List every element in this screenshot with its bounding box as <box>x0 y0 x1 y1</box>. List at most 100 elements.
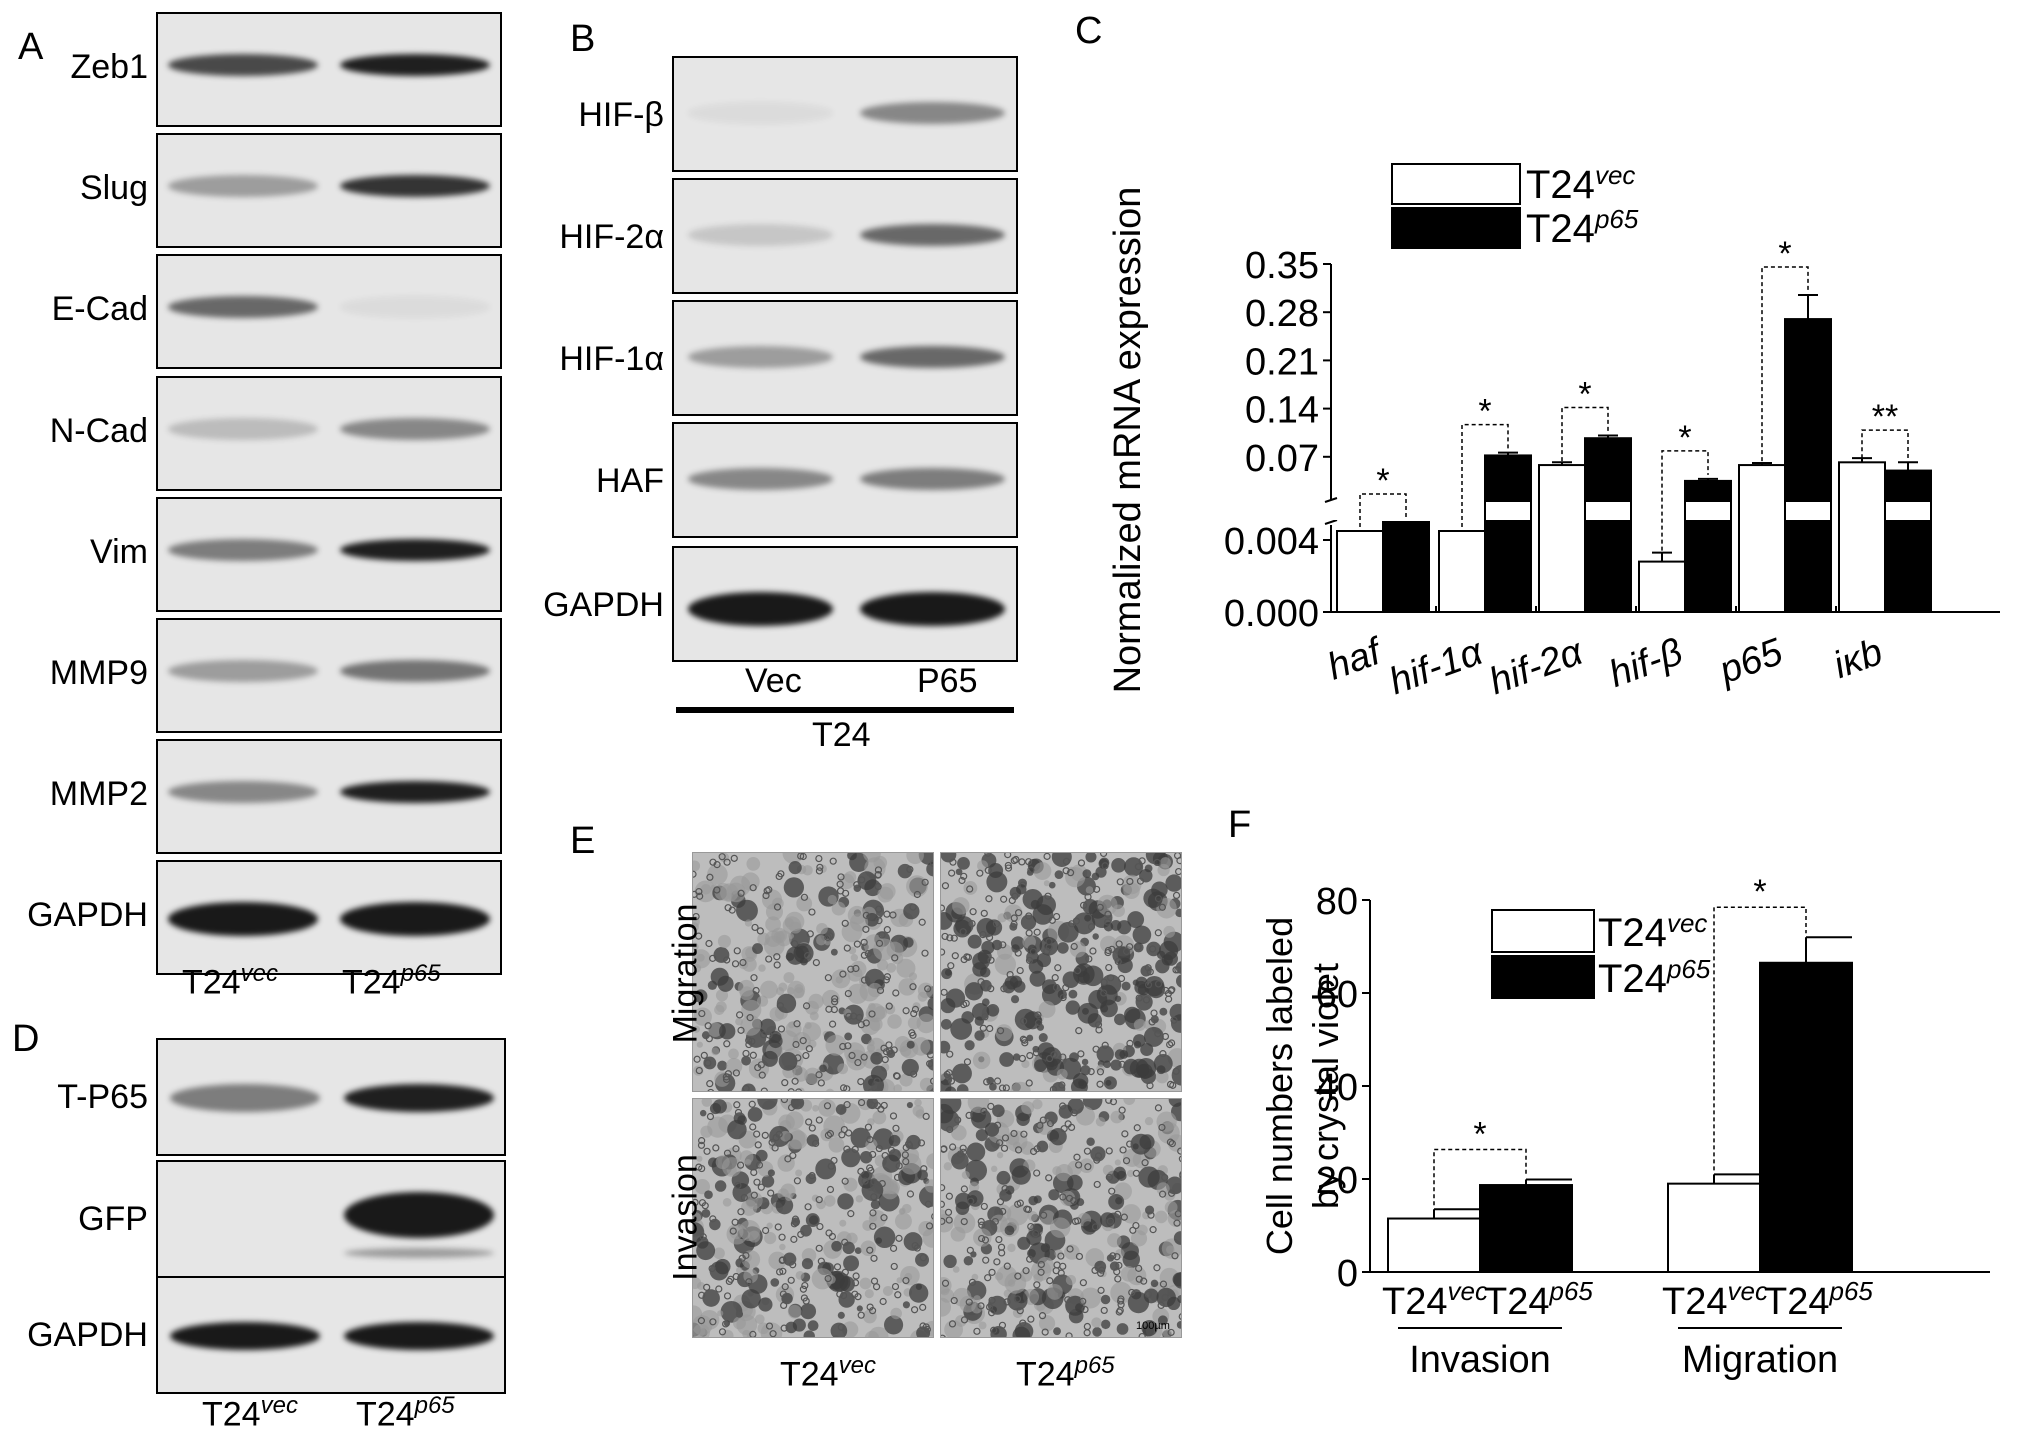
panel-d-band-p65-0 <box>344 1084 494 1112</box>
panel-a-band-vec-7 <box>168 902 318 936</box>
panel-a-lane-vec-base: T24 <box>182 963 241 1002</box>
panel-f-letter: F <box>1228 804 1252 846</box>
panel-c-bar-chart: Normalized mRNA expression 0.000 0.004 0.07… <box>1107 160 2000 703</box>
panel-c-bracket-1 <box>1461 423 1509 527</box>
panel-b-band-vec-3 <box>688 468 833 490</box>
panel-a-band-p65-2 <box>340 296 490 318</box>
panel-c-yticklabel-upper-4: 0.35 <box>1245 245 1319 287</box>
panel-a-band-vec-0 <box>168 54 318 76</box>
panel-d-blot-2 <box>156 1276 506 1394</box>
panel-c-yticklabel-lower-1: 0.004 <box>1224 521 1319 563</box>
panel-c-bar-T24vec-5 <box>1838 461 1886 613</box>
panel-f-ylabel-line1: Cell numbers labeled <box>1259 917 1300 1255</box>
panel-c-bar-gap-1-4 <box>1786 502 1830 520</box>
panel-c-bar-T24p65-1 <box>1484 454 1532 613</box>
panel-f-legend-label-1: T24p65 <box>1598 954 1711 1001</box>
panel-c-bar-gap-1-2 <box>1586 502 1630 520</box>
panel-d-label-1: GFP <box>78 1200 148 1238</box>
panel-a-label-4: Vim <box>90 533 148 571</box>
panel-f-xtick-1-0: T24vec <box>1662 1276 1768 1323</box>
panel-e-image-texture-1 <box>941 853 1181 1091</box>
panel-c-bar-T24p65-3 <box>1684 479 1732 613</box>
panel-e-lane-p65-base: T24 <box>1016 1355 1075 1394</box>
panel-f-sig-0: * <box>1473 1115 1486 1153</box>
panel-b-letter: B <box>570 18 596 60</box>
panel-f-legend-swatch-1 <box>1491 955 1595 999</box>
panel-c-bar-gap-1-1 <box>1486 502 1530 520</box>
panel-e-image-0 <box>692 852 934 1092</box>
panel-c-sig-2: * <box>1578 375 1591 413</box>
panel-b-band-p65-3 <box>860 468 1005 490</box>
panel-b-band-p65-2 <box>860 346 1005 368</box>
panel-b-band-vec-2 <box>688 346 833 368</box>
panel-a-label-1: Slug <box>79 169 148 207</box>
panel-e-scale-bar: 100µm <box>1136 1320 1170 1332</box>
panel-c-yticklabel-lower-0: 0.000 <box>1224 593 1319 635</box>
panel-a-blot-2 <box>156 254 502 369</box>
panel-a-blot-6 <box>156 739 502 854</box>
panel-d-band-vec-2 <box>170 1322 320 1350</box>
panel-b-label-4: GAPDH <box>543 586 664 624</box>
panel-c-legend-label-0: T24vec <box>1526 160 1635 207</box>
panel-e-lane-vec-base: T24 <box>780 1355 839 1394</box>
panel-a-label-5: MMP9 <box>49 654 148 692</box>
panel-c-bar-gap-0-2 <box>1540 502 1584 520</box>
panel-a-band-p65-4 <box>340 539 490 561</box>
panel-c-axis-break <box>1324 497 1338 525</box>
panel-d-lane-vec: T24vec <box>202 1392 298 1434</box>
panel-c-bracket-5 <box>1861 429 1909 459</box>
panel-a-lane-p65-sup: p65 <box>400 960 441 987</box>
panel-f-yticklabel-1: 20 <box>1316 1160 1358 1202</box>
panel-e-image-2 <box>692 1098 934 1338</box>
panel-c-bar-T24vec-2 <box>1538 464 1586 614</box>
panel-a-band-p65-6 <box>340 781 490 803</box>
panel-b-blot-0 <box>672 56 1018 172</box>
panel-c-bar-T24vec-3 <box>1638 560 1686 614</box>
panel-b-band-p65-1 <box>860 224 1005 246</box>
panel-a-blot-4 <box>156 497 502 612</box>
panel-a-blot-5 <box>156 618 502 733</box>
panel-a-band-vec-6 <box>168 781 318 803</box>
panel-c-sig-0: * <box>1376 462 1389 500</box>
panel-a-band-vec-5 <box>168 660 318 682</box>
panel-c-sig-5: ** <box>1872 398 1898 436</box>
panel-f-bar-T24p65-0 <box>1479 1184 1573 1274</box>
panel-a-letter: A <box>18 26 44 68</box>
panel-f-bar-chart: Cell numbers labeled by crystal violet 0 20… <box>1259 873 1990 1381</box>
panel-d-lane-vec-base: T24 <box>202 1395 261 1434</box>
panel-e-image-texture-3 <box>941 1099 1181 1337</box>
panel-c-sig-1: * <box>1478 393 1491 431</box>
panel-b-group-label: T24 <box>812 716 871 754</box>
panel-a-band-vec-1 <box>168 175 318 197</box>
panel-b-blot-1 <box>672 178 1018 294</box>
panel-a-band-vec-2 <box>168 296 318 318</box>
panel-d-band-p65-2 <box>344 1322 494 1350</box>
panel-a-label-7: GAPDH <box>27 896 148 934</box>
panel-d-band-p65-1 <box>344 1192 494 1238</box>
panel-b-lane-p65: P65 <box>917 662 978 700</box>
panel-b-band-vec-0 <box>688 102 833 124</box>
panel-a-band-p65-5 <box>340 660 490 682</box>
panel-b-label-1: HIF-2α <box>559 218 664 256</box>
panel-c-bracket-3 <box>1661 450 1709 558</box>
panel-e-image-texture-0 <box>693 853 933 1091</box>
panel-a-band-p65-3 <box>340 418 490 440</box>
panel-f-ylabel-line2: by crystal violet <box>1305 963 1346 1209</box>
panel-c-cat-5: iκb <box>1828 631 1888 687</box>
panel-a-blot-7 <box>156 860 502 975</box>
panel-c-bar-gap-1-3 <box>1686 502 1730 520</box>
panel-c-bracket-0 <box>1359 493 1407 527</box>
panel-d-lane-p65: T24p65 <box>356 1392 455 1434</box>
panel-b-label-0: HIF-β <box>578 96 664 134</box>
panel-a-band-vec-4 <box>168 539 318 561</box>
panel-d-lane-p65-base: T24 <box>356 1395 415 1434</box>
panel-f-yticklabel-2: 40 <box>1316 1067 1358 1109</box>
panel-b-group-line <box>676 707 1014 713</box>
panel-f-sig-1: * <box>1753 873 1766 911</box>
panel-c-legend-swatch-1 <box>1391 207 1521 249</box>
panel-a-blot-1 <box>156 133 502 248</box>
panel-b-band-vec-4 <box>688 592 833 626</box>
panel-b-band-p65-4 <box>860 592 1005 626</box>
panel-c-cat-0: haf <box>1322 630 1389 689</box>
panel-c-bracket-4 <box>1761 266 1809 462</box>
